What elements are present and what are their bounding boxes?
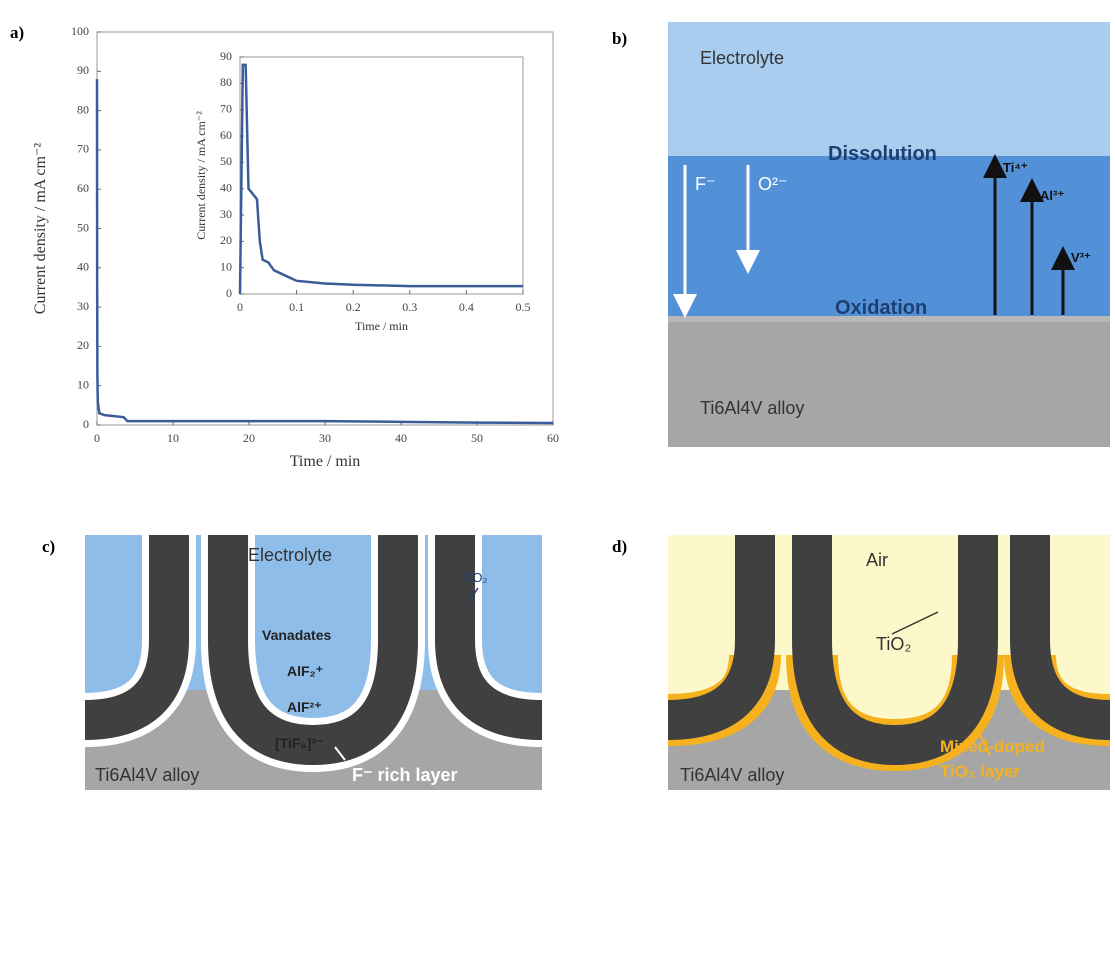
label: Ti6Al4V alloy (680, 765, 784, 785)
x-tick-label: 0.1 (289, 300, 304, 314)
y-tick-label: 10 (77, 377, 89, 391)
label: Ti⁴⁺ (1003, 160, 1028, 175)
y-tick-label: 10 (220, 259, 232, 273)
x-tick-label: 20 (243, 431, 255, 445)
x-tick-label: 0.4 (459, 300, 474, 314)
y-axis-label: Current density / mA cm⁻² (32, 143, 49, 315)
panel-label: a) (10, 23, 24, 42)
x-tick-label: 0.2 (346, 300, 361, 314)
y-tick-label: 20 (220, 233, 232, 247)
label: O²⁻ (758, 174, 788, 194)
label: V³⁺ (1071, 250, 1091, 265)
x-tick-label: 10 (167, 431, 179, 445)
label: Ti6Al4V alloy (95, 765, 199, 785)
y-tick-label: 30 (77, 299, 89, 313)
y-tick-label: 50 (220, 154, 232, 168)
y-tick-label: 60 (220, 128, 232, 142)
y-tick-label: 40 (77, 260, 89, 274)
label: Vanadates (262, 627, 331, 643)
y-tick-label: 30 (220, 207, 232, 221)
label: TiO₂ layer (940, 762, 1020, 781)
y-tick-label: 40 (220, 180, 232, 194)
label: [TiF₆]³⁻ (275, 735, 323, 751)
y-tick-label: 0 (226, 286, 232, 300)
diagram-c: Electrolyte TiO₂ Vanadates AlF₂⁺ AlF²⁺ [… (85, 535, 542, 790)
x-tick-label: 0.5 (516, 300, 531, 314)
y-tick-label: 90 (77, 63, 89, 77)
x-axis-label: Time / min (290, 453, 361, 470)
x-axis-label: Time / min (355, 319, 408, 333)
y-tick-label: 80 (77, 102, 89, 116)
y-tick-label: 70 (77, 142, 89, 156)
y-tick-label: 20 (77, 338, 89, 352)
label: AlF₂⁺ (287, 663, 323, 679)
x-tick-label: 50 (471, 431, 483, 445)
label: Dissolution (828, 143, 937, 165)
panel-label: b) (612, 29, 627, 48)
label: Air (866, 550, 888, 570)
panel-label: c) (42, 537, 55, 556)
x-tick-label: 40 (395, 431, 407, 445)
label: Electrolyte (700, 48, 784, 68)
y-tick-label: 90 (220, 49, 232, 63)
x-tick-label: 30 (319, 431, 331, 445)
x-tick-label: 0.3 (402, 300, 417, 314)
y-tick-label: 50 (77, 220, 89, 234)
label: TiO₂ (876, 634, 911, 654)
label: F⁻ (695, 174, 716, 194)
label: Oxidation (835, 297, 927, 319)
x-tick-label: 0 (237, 300, 243, 314)
y-tick-label: 100 (71, 24, 89, 38)
x-tick-label: 0 (94, 431, 100, 445)
label: Mixed-doped (940, 737, 1045, 756)
panel-label: d) (612, 537, 627, 556)
label: TiO₂ (462, 570, 488, 585)
y-tick-label: 80 (220, 75, 232, 89)
label: Electrolyte (248, 545, 332, 565)
y-tick-label: 60 (77, 181, 89, 195)
label: Ti6Al4V alloy (700, 398, 804, 418)
y-tick-label: 0 (83, 417, 89, 431)
label: Al³⁺ (1040, 188, 1064, 203)
diagram-b: Electrolyte Dissolution Oxidation F⁻ O²⁻… (668, 22, 1110, 447)
plot-area (240, 57, 523, 294)
diagram-d: Air TiO₂ Ti6Al4V alloy Mixed-doped TiO₂ … (668, 535, 1110, 790)
label: AlF²⁺ (287, 699, 322, 715)
label: F⁻ rich layer (352, 765, 458, 785)
y-axis-label: Current density / mA cm⁻² (194, 111, 208, 240)
x-tick-label: 60 (547, 431, 559, 445)
y-tick-label: 70 (220, 101, 232, 115)
figure: a) b) c) d) Electrolyte Dissolution Oxid… (0, 0, 1115, 963)
